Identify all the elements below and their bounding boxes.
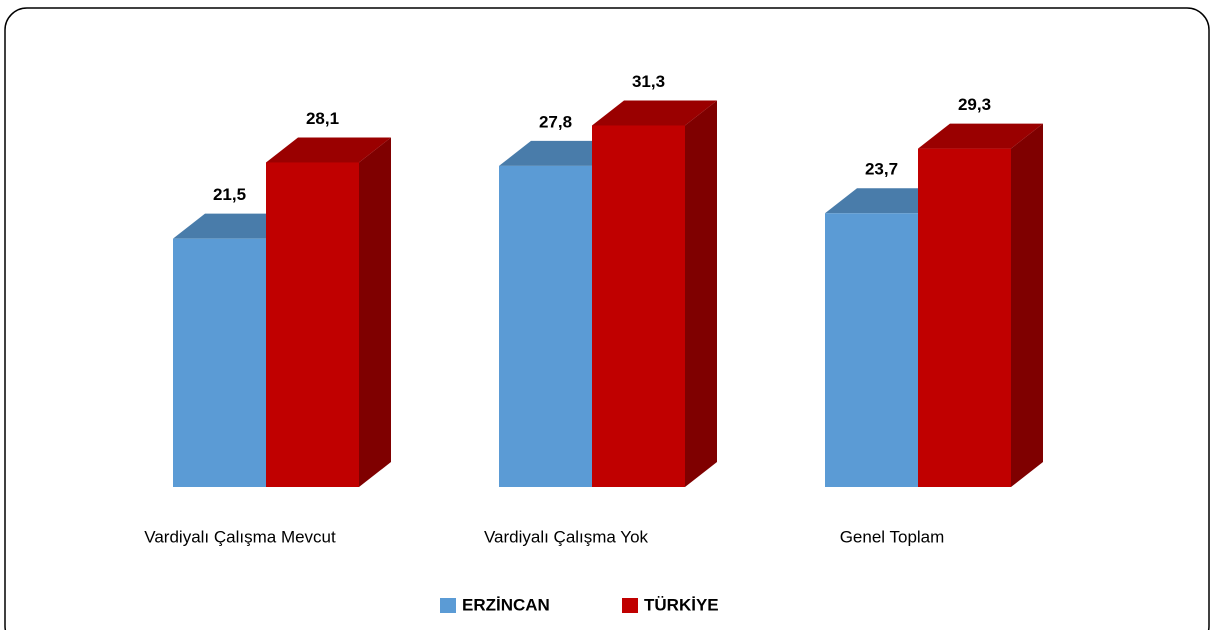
bar-side (1011, 123, 1043, 488)
bar-side (685, 100, 717, 488)
data-label: 31,3 (632, 72, 665, 91)
bar (592, 125, 685, 488)
bar-top (918, 123, 1043, 149)
bar-top (266, 137, 391, 163)
bar (825, 213, 918, 487)
data-label: 29,3 (958, 95, 991, 114)
bar-top (592, 100, 717, 126)
data-label: 28,1 (306, 109, 339, 128)
x-tick-label: Genel Toplam (840, 527, 945, 546)
bar (918, 148, 1011, 487)
data-label: 23,7 (865, 160, 898, 179)
x-tick-label: Vardiyalı Çalışma Yok (484, 527, 649, 546)
data-label: 21,5 (213, 185, 246, 204)
bar (266, 162, 359, 487)
bar (499, 165, 592, 487)
legend-swatch (622, 598, 638, 613)
legend-label: ERZİNCAN (462, 595, 550, 614)
bar (173, 238, 266, 487)
x-tick-label: Vardiyalı Çalışma Mevcut (144, 527, 336, 546)
bar-side (359, 137, 391, 487)
data-label: 27,8 (539, 112, 572, 131)
legend-swatch (440, 598, 456, 613)
legend-label: TÜRKİYE (644, 595, 719, 614)
